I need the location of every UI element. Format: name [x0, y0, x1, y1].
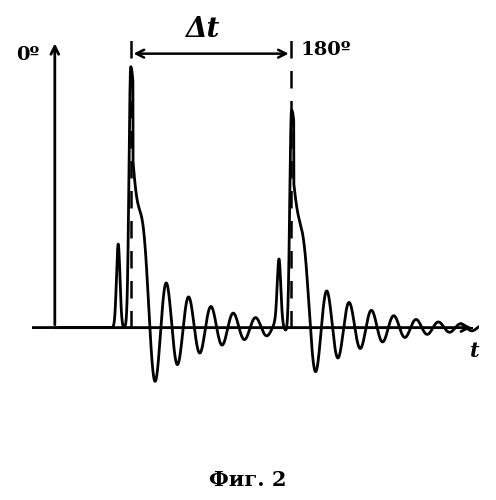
Text: 180º: 180º: [301, 40, 351, 58]
Text: 0º: 0º: [16, 46, 39, 64]
Text: Δt: Δt: [185, 16, 219, 43]
Text: t: t: [470, 340, 480, 360]
Text: Фиг. 2: Фиг. 2: [209, 470, 287, 490]
